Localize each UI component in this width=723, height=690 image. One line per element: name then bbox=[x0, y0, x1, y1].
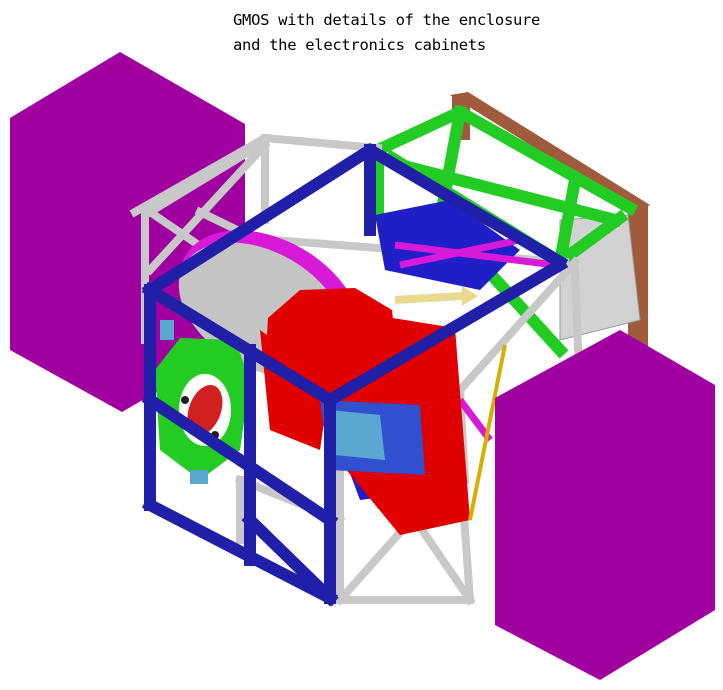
caption-line-1: GMOS with details of the enclosure bbox=[233, 11, 541, 29]
left-side-details bbox=[160, 320, 208, 484]
right-electronics-cabinet bbox=[495, 330, 715, 680]
diagram-caption: GMOS with details of the enclosure and th… bbox=[233, 8, 540, 58]
caption-line-2: and the electronics cabinets bbox=[233, 36, 486, 54]
magenta-struts bbox=[394, 236, 556, 443]
yellow-strut bbox=[468, 344, 507, 521]
left-electronics-cabinet bbox=[10, 52, 245, 412]
detector-assembly bbox=[320, 400, 425, 475]
yellow-arrow bbox=[395, 286, 478, 306]
blue-front-frame bbox=[141, 142, 569, 607]
